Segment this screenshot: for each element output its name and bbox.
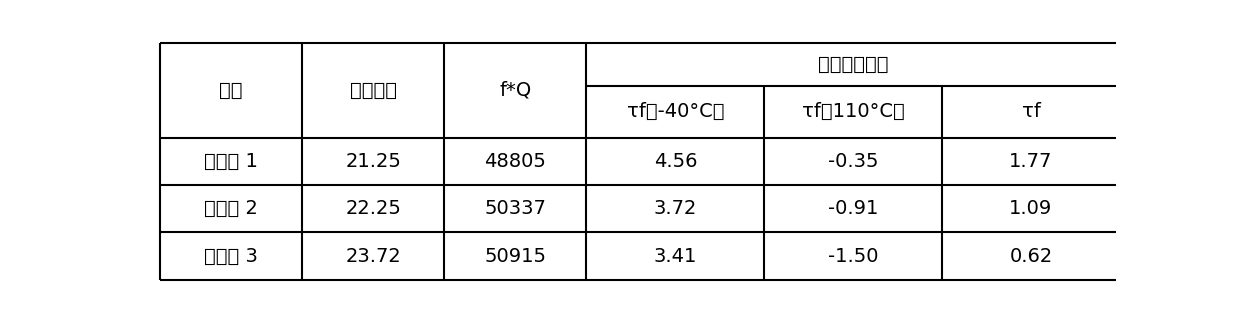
Text: -0.35: -0.35 bbox=[828, 152, 878, 171]
Text: 4.56: 4.56 bbox=[653, 152, 697, 171]
Text: τf（110°C）: τf（110°C） bbox=[802, 102, 904, 121]
Text: 1.09: 1.09 bbox=[1009, 199, 1053, 218]
Text: f*Q: f*Q bbox=[500, 81, 532, 100]
Text: 48805: 48805 bbox=[485, 152, 547, 171]
Text: 21.25: 21.25 bbox=[345, 152, 401, 171]
Text: 实施例 2: 实施例 2 bbox=[205, 199, 258, 218]
Text: τf: τf bbox=[1022, 102, 1040, 121]
Text: 3.72: 3.72 bbox=[653, 199, 697, 218]
Text: 50337: 50337 bbox=[485, 199, 547, 218]
Text: 介电常数: 介电常数 bbox=[350, 81, 397, 100]
Text: 50915: 50915 bbox=[485, 247, 547, 266]
Text: -0.91: -0.91 bbox=[828, 199, 878, 218]
Text: 实施例 1: 实施例 1 bbox=[205, 152, 258, 171]
Text: -1.50: -1.50 bbox=[828, 247, 878, 266]
Text: 1.77: 1.77 bbox=[1009, 152, 1053, 171]
Text: 0.62: 0.62 bbox=[1009, 247, 1053, 266]
Text: 3.41: 3.41 bbox=[653, 247, 697, 266]
Text: τf（-40°C）: τf（-40°C） bbox=[626, 102, 724, 121]
Text: 组别: 组别 bbox=[219, 81, 243, 100]
Text: 频率温度系数: 频率温度系数 bbox=[818, 55, 888, 74]
Text: 实施例 3: 实施例 3 bbox=[205, 247, 258, 266]
Text: 22.25: 22.25 bbox=[345, 199, 401, 218]
Text: 23.72: 23.72 bbox=[345, 247, 401, 266]
